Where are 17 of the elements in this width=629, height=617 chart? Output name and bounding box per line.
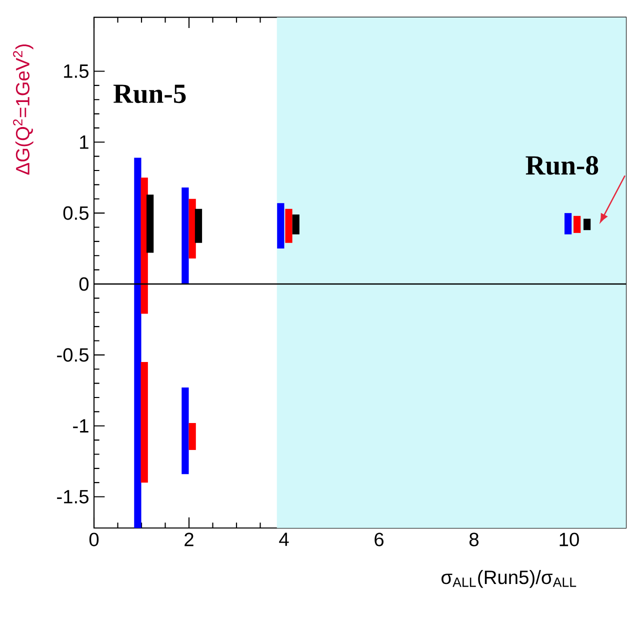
y-tick-label: 1 [80, 136, 88, 149]
y-axis-title: ΔG(Q$^{2}$=1GeV$^{2}$) [13, 44, 34, 175]
y-tick-label: -1.5 [57, 490, 88, 504]
x-tick-label: 2 [184, 532, 194, 546]
y-tick-label: 0.5 [63, 206, 88, 220]
x-tick-label: 4 [279, 532, 289, 546]
x-tick-label: 10 [560, 532, 579, 546]
annotation: Run-5 [113, 84, 186, 104]
y-tick-label: -1 [73, 419, 88, 432]
x-axis-title: σ$_{ALL}$(Run5)/σ$_{ALL}$ [442, 570, 576, 588]
y-tick-label: 0 [79, 277, 89, 291]
annotation: Run-8 [526, 156, 598, 175]
x-tick-label: 6 [374, 532, 384, 546]
x-tick-label: 8 [470, 532, 479, 546]
y-tick-label: 1.5 [64, 64, 88, 78]
y-tick-label: -0.5 [57, 348, 88, 362]
x-tick-label: 0 [89, 532, 99, 546]
